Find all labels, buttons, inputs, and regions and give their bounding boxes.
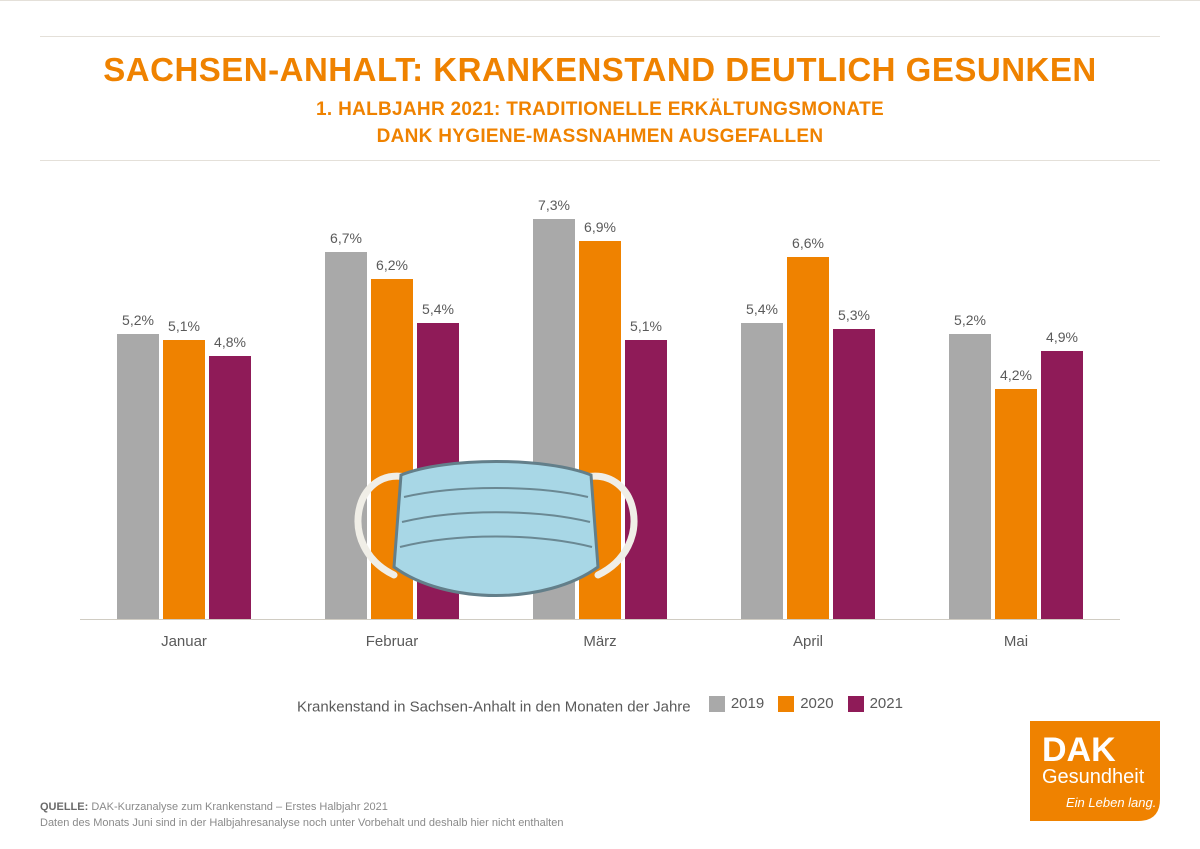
bar-value-label: 6,2% (376, 257, 408, 273)
bar-value-label: 6,6% (792, 235, 824, 251)
category-label: Mai (912, 633, 1120, 650)
bar-value-label: 4,9% (1046, 329, 1078, 345)
bar: 5,4% (417, 323, 459, 620)
bar-value-label: 5,4% (422, 301, 454, 317)
bar: 5,2% (117, 334, 159, 620)
bar: 4,8% (209, 356, 251, 620)
divider-bottom (40, 160, 1160, 161)
bar-value-label: 7,3% (538, 197, 570, 213)
legend-label: 2019 (731, 695, 764, 712)
source-note: QUELLE: DAK-Kurzanalyse zum Krankenstand… (40, 800, 563, 831)
bar-value-label: 5,4% (746, 301, 778, 317)
category-label: April (704, 633, 912, 650)
source-line-2: Daten des Monats Juni sind in der Halbja… (40, 817, 563, 829)
dak-logo: DAK Gesundheit Ein Leben lang. (1030, 721, 1160, 821)
legend-item: 2021 (848, 695, 903, 712)
bar-group: 6,7%6,2%5,4%Februar (288, 180, 496, 620)
source-prefix: QUELLE: (40, 801, 88, 813)
subtitle-line-1: 1. HALBJAHR 2021: TRADITIONELLE ERKÄLTUN… (316, 99, 884, 120)
category-label: Januar (80, 633, 288, 650)
bar-value-label: 6,9% (584, 219, 616, 235)
legend-swatch (848, 696, 864, 712)
page-subtitle: 1. HALBJAHR 2021: TRADITIONELLE ERKÄLTUN… (0, 97, 1200, 150)
legend-swatch (709, 696, 725, 712)
logo-brand-bottom: Gesundheit (1042, 766, 1145, 788)
bar: 5,3% (833, 329, 875, 621)
bar-group: 7,3%6,9%5,1%März (496, 180, 704, 620)
header: SACHSEN-ANHALT: KRANKENSTAND DEUTLICH GE… (0, 0, 1200, 168)
bar: 5,2% (949, 334, 991, 620)
bar-value-label: 5,3% (838, 307, 870, 323)
bar-value-label: 4,2% (1000, 367, 1032, 383)
legend-item: 2019 (709, 695, 764, 712)
legend-swatch (778, 696, 794, 712)
bar: 5,4% (741, 323, 783, 620)
bar: 7,3% (533, 219, 575, 621)
divider-top (40, 36, 1160, 37)
legend: Krankenstand in Sachsen-Anhalt in den Mo… (0, 695, 1200, 716)
bar: 6,2% (371, 279, 413, 620)
bar-value-label: 4,8% (214, 334, 246, 350)
bar: 6,9% (579, 241, 621, 621)
category-label: März (496, 633, 704, 650)
legend-label: 2020 (800, 695, 833, 712)
bar: 4,9% (1041, 351, 1083, 621)
bar-value-label: 5,2% (954, 312, 986, 328)
bar: 6,6% (787, 257, 829, 620)
bar-group: 5,4%6,6%5,3%April (704, 180, 912, 620)
bar-value-label: 5,1% (168, 318, 200, 334)
logo-tagline: Ein Leben lang. (1066, 795, 1156, 810)
bar: 5,1% (625, 340, 667, 621)
logo-brand-top: DAK (1042, 731, 1116, 769)
bar-group: 5,2%5,1%4,8%Januar (80, 180, 288, 620)
bar-value-label: 6,7% (330, 230, 362, 246)
legend-item: 2020 (778, 695, 833, 712)
chart-baseline (80, 619, 1120, 620)
legend-label: 2021 (870, 695, 903, 712)
bar: 4,2% (995, 389, 1037, 620)
category-label: Februar (288, 633, 496, 650)
bar: 5,1% (163, 340, 205, 621)
legend-prefix: Krankenstand in Sachsen-Anhalt in den Mo… (297, 699, 691, 716)
bar-value-label: 5,1% (630, 318, 662, 334)
bar-group: 5,2%4,2%4,9%Mai (912, 180, 1120, 620)
bar: 6,7% (325, 252, 367, 621)
source-line-1: DAK-Kurzanalyse zum Krankenstand – Erste… (91, 801, 388, 813)
bar-chart: 5,2%5,1%4,8%Januar6,7%6,2%5,4%Februar7,3… (80, 180, 1120, 660)
subtitle-line-2: DANK HYGIENE-MASSNAHMEN AUSGEFALLEN (377, 126, 824, 147)
page-title: SACHSEN-ANHALT: KRANKENSTAND DEUTLICH GE… (0, 51, 1200, 89)
bar-value-label: 5,2% (122, 312, 154, 328)
